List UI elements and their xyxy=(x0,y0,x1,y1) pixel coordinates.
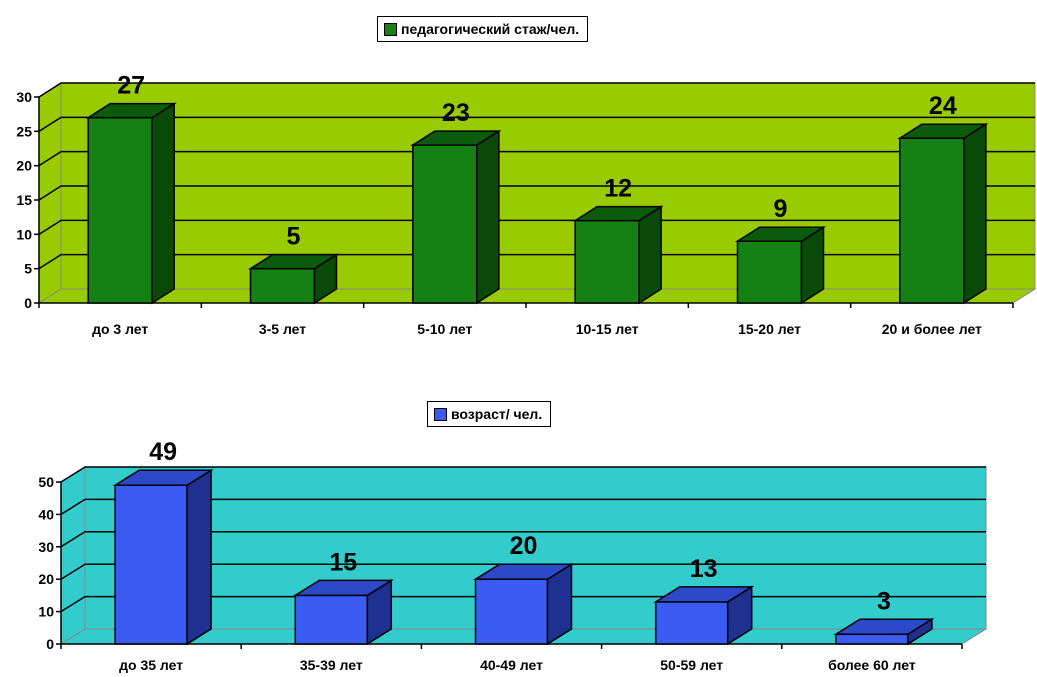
chart-legend: возраст/ чел. xyxy=(427,401,552,427)
data-label: 15 xyxy=(329,548,357,576)
x-tick-label: 20 и более лет xyxy=(882,321,982,337)
bar-front xyxy=(114,484,188,645)
gridline xyxy=(38,116,1035,132)
data-label: 23 xyxy=(442,99,470,127)
data-label: 49 xyxy=(149,438,177,466)
x-tick-label: 50-59 лет xyxy=(660,657,723,673)
bar-side xyxy=(186,468,212,646)
bar-top xyxy=(292,579,394,597)
gridline xyxy=(38,82,1035,98)
x-tick-label: 3-5 лет xyxy=(259,321,306,337)
plot-side-wall xyxy=(60,466,86,645)
bar-top xyxy=(472,563,575,580)
bar-top xyxy=(833,618,935,636)
y-tick-label: 30 xyxy=(38,539,54,555)
y-tick-label: 20 xyxy=(38,571,54,587)
data-label: 9 xyxy=(774,195,788,223)
bar-front xyxy=(474,578,549,645)
bar-front xyxy=(294,594,369,645)
chart-teaching-experience: педагогический стаж/чел. 0 5 10 15 20 25 30 27 д… xyxy=(16,16,1037,337)
legend-swatch xyxy=(434,407,447,421)
gridline xyxy=(38,150,1035,167)
y-tick-label: 15 xyxy=(16,192,32,208)
legend-swatch xyxy=(384,22,397,36)
x-tick-label: 5-10 лет xyxy=(417,321,472,337)
bar-top xyxy=(897,123,989,139)
bar-side xyxy=(476,129,500,305)
bar-top xyxy=(653,586,755,603)
bar-top xyxy=(734,226,827,242)
y-tick-label: 50 xyxy=(38,474,54,490)
x-tick-label: до 3 лет xyxy=(92,321,148,337)
bar-side xyxy=(638,205,662,305)
bar-front xyxy=(654,601,729,645)
y-tick-label: 20 xyxy=(16,158,32,174)
bar-front xyxy=(835,633,909,645)
gridline xyxy=(38,253,1035,270)
bar-side xyxy=(963,122,987,305)
plot-floor xyxy=(37,288,1037,304)
legend-label: педагогический стаж/чел. xyxy=(401,21,580,37)
x-tick-label: до 35 лет xyxy=(119,657,183,673)
data-label: 3 xyxy=(877,587,891,615)
data-label: 12 xyxy=(604,175,632,203)
bar-top xyxy=(572,205,664,222)
bar-front xyxy=(412,144,478,304)
gridline xyxy=(60,531,986,548)
bar-front xyxy=(574,219,640,304)
x-tick-label: 40-49 лет xyxy=(480,657,543,673)
bar-top xyxy=(112,469,214,486)
gridline xyxy=(60,563,986,580)
chart-legend: педагогический стаж/чел. xyxy=(377,16,589,42)
data-label: 27 xyxy=(117,72,145,100)
chart-age: возраст/ чел. 0 10 20 30 40 50 49 до 35 лет 15 35… xyxy=(0,395,1037,677)
bar-top xyxy=(85,102,177,119)
bar-front xyxy=(249,267,316,304)
x-tick-label: 10-15 лет xyxy=(576,321,639,337)
bar-top xyxy=(247,253,340,270)
x-tick-label: 15-20 лет xyxy=(738,321,801,337)
y-tick-label: 10 xyxy=(16,226,32,242)
gridline xyxy=(38,219,1035,235)
y-tick-label: 10 xyxy=(38,604,54,620)
y-tick-label: 40 xyxy=(38,506,54,522)
bar-chart-svg: 0 10 20 30 40 50 49 до 35 лет 15 35-39 лет 20 40-49… xyxy=(38,438,988,673)
data-label: 5 xyxy=(287,223,301,251)
y-tick-label: 25 xyxy=(16,123,32,139)
data-label: 13 xyxy=(690,555,718,583)
gridline xyxy=(38,185,1035,201)
legend-label: возраст/ чел. xyxy=(451,406,543,422)
bar-front xyxy=(87,116,153,304)
y-tick-label: 30 xyxy=(16,89,32,105)
gridline xyxy=(60,466,986,483)
x-tick-label: 35-39 лет xyxy=(300,657,363,673)
bar-top xyxy=(410,130,502,146)
y-tick-label: 0 xyxy=(46,636,54,652)
data-label: 24 xyxy=(929,92,957,120)
gridline xyxy=(60,498,986,516)
y-tick-label: 0 xyxy=(24,295,32,311)
bar-front xyxy=(899,137,965,304)
bar-front xyxy=(736,240,803,304)
x-tick-label: более 60 лет xyxy=(828,657,916,673)
y-tick-label: 5 xyxy=(24,261,32,277)
bar-chart-svg: 0 5 10 15 20 25 30 27 до 3 лет 5 3-5 лет 23 5-10 лет… xyxy=(16,72,1037,337)
bar-side xyxy=(151,102,175,305)
data-label: 20 xyxy=(510,532,538,560)
